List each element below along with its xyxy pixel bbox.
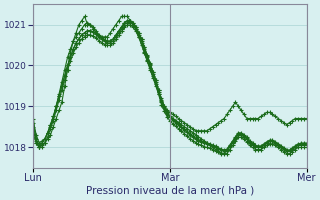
X-axis label: Pression niveau de la mer( hPa ): Pression niveau de la mer( hPa )	[86, 186, 254, 196]
